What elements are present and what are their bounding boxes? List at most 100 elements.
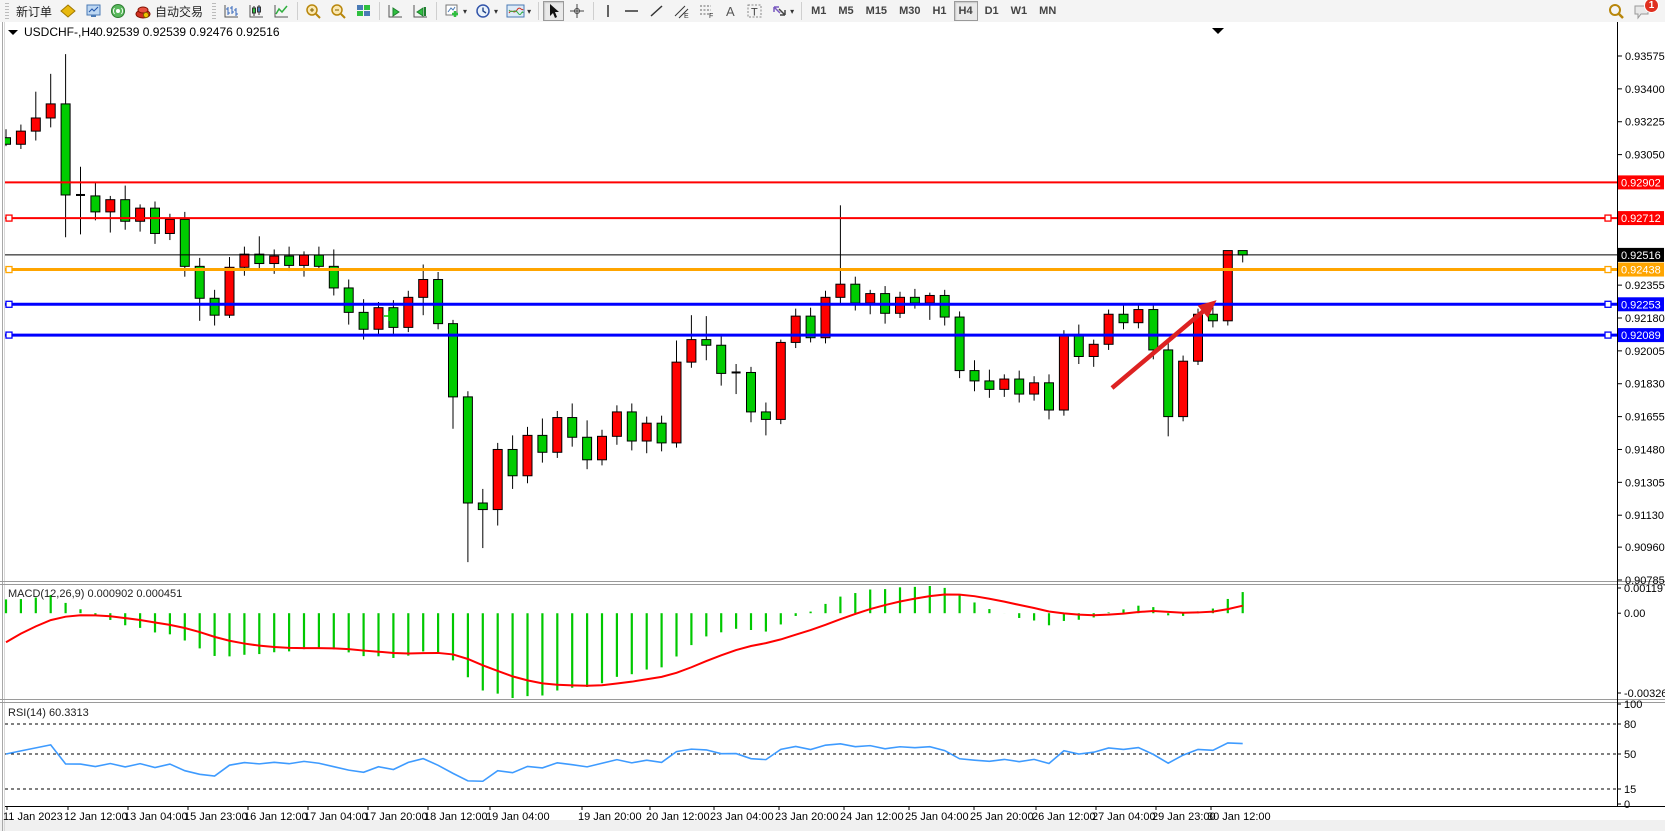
- svg-text:A: A: [726, 4, 735, 19]
- text-icon: A: [723, 3, 738, 19]
- candle-body: [999, 378, 1010, 390]
- trendline-button[interactable]: [645, 1, 668, 21]
- price-badge-label: 0.92902: [1621, 177, 1661, 189]
- chart-title: USDCHF-,H4: [24, 25, 97, 39]
- candle-body: [209, 297, 220, 316]
- zoom-out-button[interactable]: [327, 1, 350, 21]
- timeframe-mn-button[interactable]: MN: [1034, 1, 1061, 21]
- line-handle[interactable]: [5, 331, 13, 339]
- price-tick-label: 0.93050: [1625, 150, 1665, 162]
- candle-body: [105, 199, 116, 213]
- tile-windows-button[interactable]: [352, 1, 375, 21]
- candle-body: [716, 344, 727, 374]
- line-handle[interactable]: [5, 300, 13, 308]
- search-button[interactable]: [1604, 1, 1628, 21]
- vertical-line-button[interactable]: [598, 1, 618, 21]
- broadcast-button[interactable]: [107, 1, 130, 21]
- price-tick-label: 0.90960: [1625, 542, 1665, 554]
- price-badge: [1618, 247, 1664, 262]
- timeframe-m1-button[interactable]: M1: [806, 1, 831, 21]
- svg-text:F: F: [709, 13, 713, 19]
- line-handle[interactable]: [5, 214, 13, 222]
- timeframe-h4-button[interactable]: H4: [953, 1, 978, 21]
- templates-button[interactable]: ▾: [503, 1, 534, 21]
- symbol-dropdown-icon[interactable]: [8, 30, 18, 35]
- bar-chart-button[interactable]: [220, 1, 243, 21]
- toolbar-separator: [379, 2, 381, 20]
- line-handle[interactable]: [1604, 265, 1612, 274]
- channel-button[interactable]: E: [670, 1, 693, 21]
- candle-body: [611, 411, 622, 437]
- time-axis-label: 19 Jan 04:00: [486, 811, 550, 823]
- candle-body: [30, 117, 41, 132]
- price-tick-label: 0.92180: [1625, 313, 1665, 325]
- rsi-label: RSI(14) 60.3313: [8, 707, 89, 719]
- candle-body: [626, 411, 637, 442]
- macd-indicator: [4, 586, 1244, 698]
- candle-body: [537, 434, 548, 453]
- candle-body: [686, 339, 697, 363]
- auto-scroll-button[interactable]: [384, 1, 407, 21]
- chart-shift-marker[interactable]: [1212, 28, 1224, 34]
- candlestick-chart-button[interactable]: [245, 1, 268, 21]
- plus-marker: [384, 311, 394, 321]
- line-chart-button[interactable]: [270, 1, 293, 21]
- fibonacci-button[interactable]: F: [695, 1, 718, 21]
- market-watch-button[interactable]: [82, 1, 105, 21]
- line-handle[interactable]: [1604, 300, 1612, 308]
- text-button[interactable]: A: [720, 1, 741, 21]
- zoom-in-button[interactable]: [302, 1, 325, 21]
- line-handle[interactable]: [1604, 331, 1612, 339]
- candle-body: [507, 448, 518, 477]
- crosshair-button[interactable]: [566, 1, 589, 21]
- candle-body: [284, 255, 295, 266]
- text-label-button[interactable]: T: [743, 1, 766, 21]
- candle-body: [343, 287, 354, 313]
- candle-body: [1044, 382, 1054, 411]
- periods-button[interactable]: ▾: [472, 1, 501, 21]
- timeframe-m15-button[interactable]: M15: [861, 1, 892, 21]
- time-axis-label: 26 Jan 12:00: [1032, 811, 1096, 823]
- new-order-button[interactable]: 新订单: [13, 1, 55, 21]
- timeframe-w1-button[interactable]: W1: [1006, 1, 1033, 21]
- candle-body: [954, 316, 965, 372]
- chart-shift-button[interactable]: [409, 1, 432, 21]
- candle-body: [45, 103, 56, 119]
- timeframe-d1-button[interactable]: D1: [980, 1, 1004, 21]
- svg-text:E: E: [684, 13, 689, 19]
- candle-body: [1178, 360, 1189, 418]
- chart-shift-icon: [412, 3, 429, 19]
- price-badge-label: 0.92089: [1621, 330, 1661, 342]
- chart-area[interactable]: 0.93575 0.93400 0.93225 0.93050 0.92355 0.921…: [0, 22, 1665, 831]
- chevron-down-icon: ▾: [527, 6, 532, 16]
- time-axis-label: 11 Jan 2023: [3, 811, 63, 823]
- price-tick-label: 0.90785: [1625, 575, 1665, 587]
- line-handle[interactable]: [5, 265, 13, 274]
- timeframe-m5-button[interactable]: M5: [833, 1, 858, 21]
- candle-body: [760, 411, 771, 420]
- new-order-icon-button[interactable]: [57, 1, 80, 21]
- arrows-button[interactable]: ▾: [768, 1, 797, 21]
- cursor-button[interactable]: [543, 1, 565, 21]
- new-chart-button[interactable]: ▾: [441, 1, 470, 21]
- candle-body: [1029, 382, 1040, 395]
- trend-arrow-object[interactable]: [1110, 300, 1217, 390]
- chevron-down-icon: ▾: [494, 6, 499, 16]
- time-axis-label: 25 Jan 04:00: [905, 811, 969, 823]
- price-badge: [1618, 211, 1664, 226]
- price-tick-label: 0.91305: [1625, 477, 1665, 489]
- timeframe-h1-button[interactable]: H1: [927, 1, 951, 21]
- time-axis-label: 25 Jan 20:00: [970, 811, 1034, 823]
- horizontal-line-button[interactable]: [620, 1, 643, 21]
- notifications-button[interactable]: 1: [1630, 0, 1659, 21]
- timeframe-m30-button[interactable]: M30: [894, 1, 925, 21]
- arrows-icon: [771, 3, 788, 19]
- candle-body: [313, 254, 324, 267]
- candlestick-chart[interactable]: [2, 54, 1248, 563]
- channel-icon: E: [673, 3, 690, 19]
- time-axis-label: 23 Jan 04:00: [710, 811, 774, 823]
- autotrading-button[interactable]: 自动交易: [132, 1, 206, 21]
- price-tick-label: 0.92005: [1625, 346, 1665, 358]
- time-axis-label: 15 Jan 23:00: [184, 811, 248, 823]
- line-handle[interactable]: [1604, 214, 1612, 222]
